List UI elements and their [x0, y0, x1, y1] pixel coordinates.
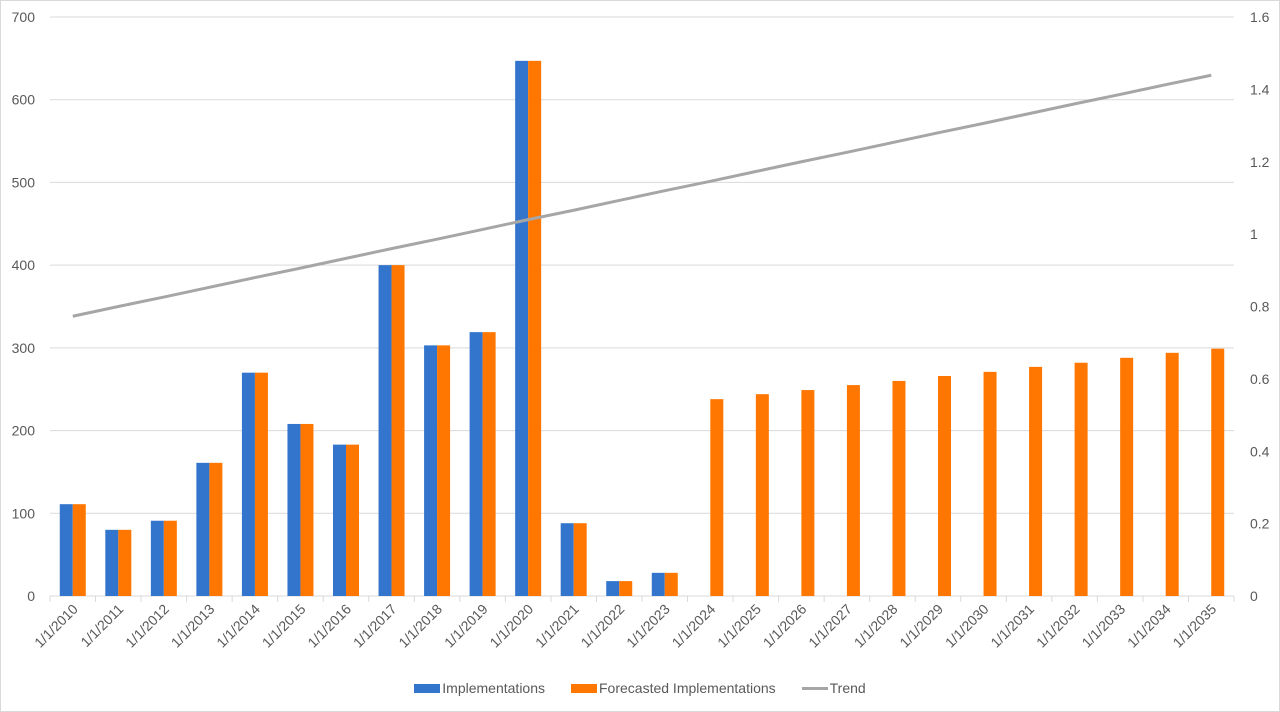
- y2-tick-label: 1.2: [1250, 154, 1270, 170]
- x-tick-label: 1/1/2025: [714, 601, 764, 651]
- y-tick-label: 200: [12, 423, 36, 439]
- x-tick-label: 1/1/2010: [31, 601, 81, 651]
- bar-forecasted: [163, 520, 177, 596]
- bar-forecasted: [938, 375, 951, 596]
- bar-forecasted: [892, 380, 906, 596]
- x-tick-label: 1/1/2030: [942, 601, 992, 651]
- x-tick-label: 1/1/2028: [851, 601, 901, 651]
- bar-forecasted: [482, 332, 496, 596]
- bar-forecasted: [118, 529, 132, 596]
- y2-tick-label: 1.4: [1250, 81, 1270, 97]
- bar-implementations: [150, 520, 164, 596]
- bar-forecasted: [801, 390, 815, 596]
- x-tick-label: 1/1/2026: [760, 601, 810, 651]
- x-tick-label: 1/1/2032: [1033, 601, 1083, 651]
- bar-forecasted: [664, 572, 678, 596]
- x-tick-label: 1/1/2017: [350, 601, 400, 651]
- bar-implementations: [241, 372, 255, 596]
- bar-forecasted: [983, 371, 997, 596]
- y2-tick-label: 0.6: [1250, 371, 1270, 387]
- x-tick-label: 1/1/2018: [395, 601, 445, 651]
- bar-implementations: [560, 523, 574, 596]
- x-tick-label: 1/1/2023: [623, 601, 673, 651]
- x-tick-label: 1/1/2019: [441, 601, 491, 651]
- y-tick-label: 700: [12, 9, 36, 25]
- legend-swatch: [414, 683, 441, 693]
- y2-tick-label: 0.8: [1250, 299, 1270, 315]
- bar-implementations: [424, 345, 438, 596]
- legend: Implementations Forecasted Implementatio…: [0, 680, 1280, 696]
- x-tick-label: 1/1/2031: [987, 601, 1037, 651]
- x-tick-label: 1/1/2035: [1170, 601, 1220, 651]
- bar-implementations: [651, 572, 665, 596]
- y2-tick-label: 1.6: [1250, 9, 1270, 25]
- legend-label: Implementations: [442, 680, 545, 696]
- bar-forecasted: [1120, 357, 1134, 596]
- x-tick-label: 1/1/2015: [259, 601, 309, 651]
- bar-forecasted: [437, 345, 451, 596]
- y2-tick-label: 1: [1250, 226, 1258, 242]
- bar-forecasted: [846, 385, 860, 596]
- bar-forecasted: [1029, 366, 1043, 596]
- bar-implementations: [287, 423, 301, 596]
- x-tick-label: 1/1/2027: [805, 601, 855, 651]
- legend-swatch: [571, 683, 597, 693]
- bar-implementations: [606, 581, 620, 596]
- bar-forecasted: [254, 372, 268, 596]
- legend-label: Trend: [829, 680, 866, 696]
- legend-item-implementations[interactable]: Implementations: [414, 680, 545, 696]
- bar-implementations: [469, 332, 483, 596]
- x-tick-label: 1/1/2016: [304, 601, 354, 651]
- legend-label: Forecasted Implementations: [599, 680, 776, 696]
- y-tick-label: 400: [12, 257, 36, 273]
- bar-implementations: [333, 444, 346, 596]
- y-tick-label: 300: [12, 340, 36, 356]
- bar-forecasted: [346, 444, 359, 596]
- x-tick-label: 1/1/2013: [168, 601, 218, 651]
- y-tick-label: 600: [12, 92, 36, 108]
- trend-line: [72, 73, 1212, 318]
- x-tick-label: 1/1/2021: [532, 601, 582, 651]
- bar-implementations: [378, 265, 392, 596]
- bar-implementations: [105, 529, 119, 596]
- x-tick-label: 1/1/2024: [669, 601, 719, 651]
- bar-forecasted: [573, 523, 587, 596]
- x-tick-label: 1/1/2012: [122, 601, 172, 651]
- bar-forecasted: [1165, 352, 1179, 596]
- legend-item-forecasted[interactable]: Forecasted Implementations: [571, 680, 776, 696]
- bar-forecasted: [755, 394, 769, 596]
- bar-implementations: [59, 504, 73, 596]
- bar-forecasted: [1211, 348, 1225, 596]
- bar-forecasted: [72, 504, 86, 596]
- bar-implementations: [515, 60, 529, 597]
- legend-item-trend[interactable]: Trend: [801, 680, 866, 696]
- bar-forecasted: [710, 399, 724, 596]
- x-tick-label: 1/1/2020: [486, 601, 536, 651]
- bar-forecasted: [300, 423, 314, 596]
- bar-implementations: [196, 462, 210, 596]
- bar-forecasted: [528, 60, 542, 597]
- bar-forecasted: [209, 462, 223, 596]
- y-tick-label: 500: [12, 174, 36, 190]
- bar-forecasted: [391, 265, 405, 596]
- y2-tick-label: 0.4: [1250, 443, 1270, 459]
- x-tick-label: 1/1/2011: [77, 601, 126, 650]
- y2-tick-label: 0.2: [1250, 516, 1270, 532]
- legend-swatch: [801, 686, 828, 690]
- y2-tick-label: 0: [1250, 588, 1258, 604]
- y-tick-label: 0: [27, 588, 35, 604]
- y-tick-label: 100: [12, 505, 36, 521]
- x-tick-label: 1/1/2014: [213, 601, 263, 651]
- x-tick-label: 1/1/2034: [1124, 601, 1174, 651]
- x-tick-label: 1/1/2029: [896, 601, 946, 651]
- bar-forecasted: [619, 581, 633, 596]
- x-tick-label: 1/1/2033: [1078, 601, 1128, 651]
- x-tick-label: 1/1/2022: [578, 601, 628, 651]
- bar-forecasted: [1074, 362, 1088, 596]
